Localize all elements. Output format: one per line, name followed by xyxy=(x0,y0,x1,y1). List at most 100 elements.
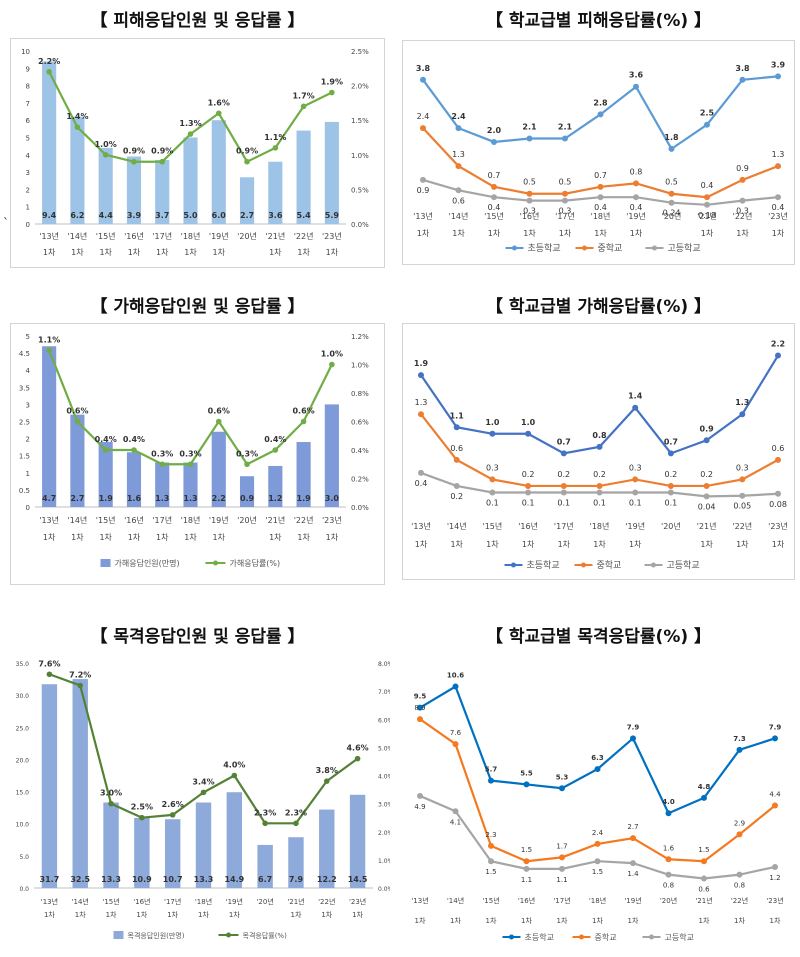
rate-point xyxy=(244,461,250,468)
rate-value-label: 2.6% xyxy=(162,800,184,809)
rate-value-label: 0.9% xyxy=(236,147,258,156)
x-axis-tick-round: 1차 xyxy=(415,916,426,925)
series-value-label: 3.8 xyxy=(416,64,431,73)
left-axis-tick: 4 xyxy=(26,367,31,375)
x-axis-tick-round: 1차 xyxy=(128,533,141,542)
bar xyxy=(70,414,85,507)
x-axis-tick-year: '14년 xyxy=(68,515,88,525)
legend-marker xyxy=(512,245,517,251)
x-axis-tick-round: 1차 xyxy=(156,248,169,257)
x-axis-tick-year: '16년 xyxy=(518,521,538,531)
right-axis-tick: 1.5% xyxy=(351,117,369,125)
legend-bar-label: 가해응답인원(만명) xyxy=(115,558,180,568)
x-axis-tick-round: 1차 xyxy=(521,916,532,925)
rate-point xyxy=(300,103,307,110)
right-axis-tick: 0.0% xyxy=(378,886,390,893)
series-point xyxy=(526,135,533,142)
rate-value-label: 2.5% xyxy=(131,803,153,812)
x-axis-tick-year: '15년 xyxy=(96,231,116,241)
x-axis-tick-round: 1차 xyxy=(557,916,568,925)
series-point xyxy=(775,352,781,359)
left-axis-tick: 25.0 xyxy=(16,725,30,732)
x-axis-tick-year: '18년 xyxy=(590,521,610,531)
series-point xyxy=(704,194,710,201)
bar-value-label: 1.3 xyxy=(183,494,197,503)
series-point xyxy=(703,437,710,444)
series-value-label: 0.7 xyxy=(557,437,571,446)
series-point xyxy=(701,794,707,801)
series-point xyxy=(701,858,707,865)
series-point xyxy=(597,183,604,190)
rate-point xyxy=(329,89,335,96)
x-axis-tick-year: '23년 xyxy=(322,231,342,241)
x-axis-tick-round: 1차 xyxy=(106,910,117,919)
x-axis-tick-year: '23년 xyxy=(766,896,783,905)
rate-line xyxy=(48,349,333,466)
series-point xyxy=(597,111,604,118)
series-point xyxy=(630,835,636,842)
x-axis-tick-year: '16년 xyxy=(124,231,144,241)
bar xyxy=(70,116,85,224)
series-value-label: 1.8 xyxy=(664,133,679,142)
rate-value-label: 1.9% xyxy=(321,78,343,87)
right-axis-tick: 4.0% xyxy=(378,774,390,781)
x-axis-tick-round: 1차 xyxy=(184,248,197,257)
series-value-label: 0.4 xyxy=(594,203,607,212)
chart-title-victim-count: 【 피해응답인원 및 응답률 】 xyxy=(90,11,305,31)
rate-value-label: 0.9% xyxy=(123,147,145,156)
x-axis-tick-year: '18년 xyxy=(589,896,606,905)
x-axis-tick-round: 1차 xyxy=(594,229,607,238)
series-value-label: 0.9 xyxy=(736,164,749,173)
series-point xyxy=(488,858,494,865)
series-point xyxy=(668,190,675,197)
series-value-label: 0.8 xyxy=(592,431,607,440)
series-value-label: 1.1 xyxy=(521,876,532,884)
rate-point xyxy=(215,418,222,425)
legend-line-marker xyxy=(213,560,218,566)
left-axis-tick: 5.0 xyxy=(19,854,29,861)
series-value-label: 0.4 xyxy=(630,203,643,212)
bar xyxy=(195,802,212,888)
witness-rate-chart: 9.5 10.6 5.7 5.5 5.3 6.3 7.9 4.0 4.8 7.3 7.9 8.9 7.6… xyxy=(411,672,783,942)
victim-rate-panel: 3.8 2.4 2.0 2.1 2.1 2.8 3.6 1.8 2.5 3.8 3.9 2.4 1.3 0… xyxy=(402,40,795,265)
rate-point xyxy=(169,812,176,818)
series-value-label: 0.4 xyxy=(701,181,714,190)
series-value-label: 1.5 xyxy=(485,868,496,876)
rate-point xyxy=(102,152,109,158)
rate-point xyxy=(159,158,166,165)
series-point xyxy=(594,858,601,865)
series-value-label: 1.3 xyxy=(735,398,749,407)
right-axis-tick: 5.0% xyxy=(378,745,390,752)
rate-value-label: 4.6% xyxy=(346,744,368,753)
x-axis-tick-round: 1차 xyxy=(770,916,781,925)
series-value-label: 0.04 xyxy=(698,502,716,511)
left-axis-tick: 0 xyxy=(26,504,30,512)
x-axis-tick-year: '17년 xyxy=(152,231,172,241)
bar-value-label: 13.3 xyxy=(194,875,214,884)
legend-label: 초등학교 xyxy=(527,560,560,571)
series-point xyxy=(667,482,674,489)
x-axis-tick-round: 1차 xyxy=(326,533,339,542)
series-point xyxy=(739,411,746,418)
series-value-label: 0.4 xyxy=(488,203,501,212)
x-axis-tick-year: '15년 xyxy=(484,211,504,221)
legend-marker xyxy=(581,562,586,568)
legend-label: 초등학교 xyxy=(528,243,561,254)
series-point xyxy=(739,76,746,83)
rate-point xyxy=(354,755,361,762)
right-axis-tick: 2.0% xyxy=(351,83,369,91)
x-axis-tick-round: 1차 xyxy=(592,916,603,925)
x-axis-tick-round: 1차 xyxy=(291,910,302,919)
series-point xyxy=(453,482,460,489)
rate-value-label: 0.3% xyxy=(151,449,173,458)
bar xyxy=(155,462,170,507)
bar-value-label: 0.9 xyxy=(240,494,255,503)
rate-value-label: 3.8% xyxy=(316,766,338,775)
legend-label: 중학교 xyxy=(597,560,622,571)
series-value-label: 4.1 xyxy=(450,818,461,826)
rate-value-label: 0.3% xyxy=(236,449,258,458)
x-axis-tick-round: 1차 xyxy=(213,533,226,542)
bar xyxy=(98,442,113,507)
bar-value-label: 1.6 xyxy=(127,494,142,503)
rate-point xyxy=(77,682,84,689)
